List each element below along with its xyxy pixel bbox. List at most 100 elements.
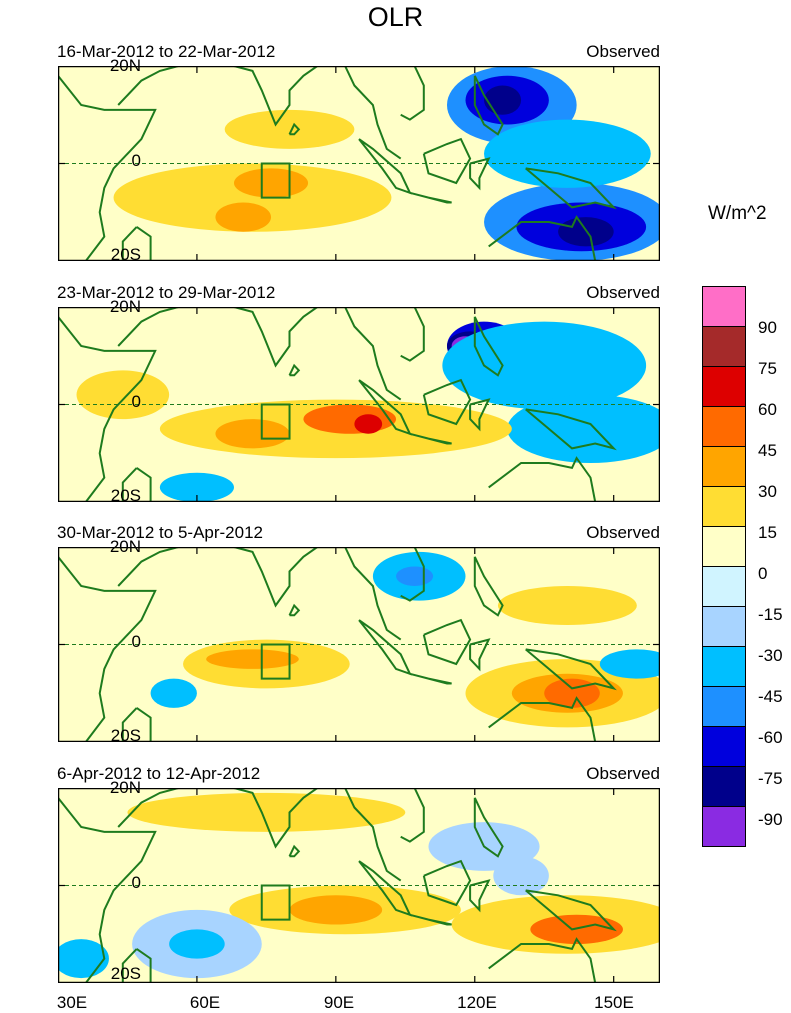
coastline	[409, 191, 452, 204]
coastline	[288, 844, 301, 858]
lat-label-0: 0	[131, 392, 141, 411]
coastline	[422, 137, 472, 185]
coastline	[233, 547, 318, 608]
map-panel-3: 30-Mar-2012 to 5-Apr-2012 Observed	[0, 523, 700, 767]
coastline	[58, 797, 157, 983]
coastline	[358, 860, 412, 917]
coastline	[400, 788, 425, 843]
olr-anomaly-region	[484, 85, 522, 115]
coastline	[488, 456, 597, 502]
colorbar-label: -75	[758, 769, 783, 788]
olr-map	[58, 66, 660, 261]
panel-period-label: 6-Apr-2012 to 12-Apr-2012	[57, 764, 261, 783]
lat-label-20s: 20S	[110, 726, 141, 745]
coastline	[344, 547, 402, 641]
lat-label-0: 0	[131, 632, 141, 651]
coastline	[358, 619, 412, 676]
coastline	[288, 603, 301, 617]
olr-anomaly-region	[150, 678, 197, 708]
olr-anomaly-region	[354, 414, 383, 434]
coastline	[121, 226, 152, 261]
lat-label-20n: 20N	[109, 297, 141, 316]
coastline	[473, 75, 504, 136]
colorbar-swatch	[702, 447, 746, 487]
coastline	[473, 316, 504, 377]
coastline	[409, 672, 452, 685]
coastline	[400, 66, 425, 121]
colorbar-swatch	[702, 527, 746, 567]
olr-anomaly-region	[215, 419, 290, 449]
coastline	[58, 75, 157, 261]
olr-anomaly-region	[599, 649, 660, 679]
colorbar-label: 60	[758, 400, 777, 419]
coastline	[488, 215, 597, 261]
coastline	[58, 556, 157, 742]
colorbar-label: 90	[758, 318, 777, 337]
coastline	[400, 307, 425, 362]
coastline	[117, 66, 179, 106]
coastline	[117, 547, 179, 587]
olr-anomaly-region	[127, 792, 406, 832]
coastline	[525, 408, 617, 451]
colorbar-swatch	[702, 727, 746, 767]
colorbar-label: 75	[758, 359, 777, 378]
figure-title: OLR	[367, 2, 424, 32]
colorbar-swatch	[702, 367, 746, 407]
coastline	[344, 788, 402, 882]
colorbar-label: 45	[758, 441, 777, 460]
coastline	[400, 547, 425, 602]
lat-label-20s: 20S	[110, 245, 141, 264]
units-label: W/m^2	[708, 203, 767, 224]
lon-label-120e: 120E	[457, 993, 497, 1012]
coastline	[288, 122, 301, 136]
olr-anomaly-region	[224, 109, 355, 149]
coastline	[473, 556, 504, 617]
coastline	[233, 307, 318, 368]
lat-label-20n: 20N	[109, 778, 141, 797]
olr-anomaly-region	[396, 566, 434, 586]
colorbar-swatch	[702, 286, 746, 327]
coastline	[525, 889, 617, 932]
olr-anomaly-region	[76, 370, 170, 420]
colorbar-swatch	[702, 487, 746, 527]
colorbar-swatch	[702, 807, 746, 847]
olr-anomaly-region	[159, 472, 234, 502]
colorbar-label: -30	[758, 646, 783, 665]
colorbar-label: 0	[758, 564, 768, 583]
panel-observed-label: Observed	[586, 523, 660, 542]
study-region-box	[260, 403, 291, 440]
lon-label-60e: 60E	[189, 993, 221, 1012]
coastline	[288, 363, 301, 377]
olr-map	[58, 788, 660, 983]
coastline	[117, 788, 179, 828]
lat-label-20s: 20S	[110, 964, 141, 983]
colorbar-label: -45	[758, 687, 783, 706]
map-panel-1: 16-Mar-2012 to 22-Mar-2012 Observed	[0, 42, 700, 286]
olr-map	[58, 547, 660, 742]
colorbar-swatch	[702, 687, 746, 727]
coastline	[422, 859, 472, 907]
lon-label-30e: 30E	[56, 993, 88, 1012]
olr-anomaly-region	[493, 856, 549, 896]
study-region-box	[260, 884, 291, 921]
coastline	[121, 707, 152, 742]
coastline	[358, 379, 412, 436]
olr-anomaly-region	[113, 163, 392, 232]
coastline	[409, 432, 452, 445]
colorbar-swatch	[702, 567, 746, 607]
panel-period-label: 23-Mar-2012 to 29-Mar-2012	[57, 283, 276, 302]
olr-anomaly-region	[233, 168, 309, 198]
olr-anomaly-region	[206, 649, 299, 669]
coastline	[344, 307, 402, 401]
colorbar-swatch	[702, 767, 746, 807]
lat-label-0: 0	[131, 151, 141, 170]
panel-period-label: 16-Mar-2012 to 22-Mar-2012	[57, 42, 276, 61]
panel-observed-label: Observed	[586, 42, 660, 61]
coastline	[58, 316, 157, 502]
olr-anomaly-region	[484, 119, 651, 188]
coastline	[121, 467, 152, 502]
coastline	[469, 398, 491, 432]
panel-observed-label: Observed	[586, 764, 660, 783]
colorbar	[702, 286, 746, 847]
colorbar-label: 15	[758, 523, 777, 542]
